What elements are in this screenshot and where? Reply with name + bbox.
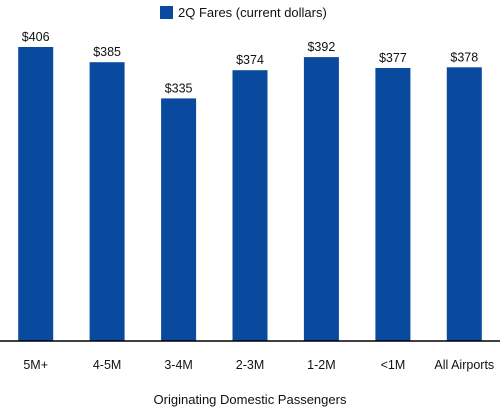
x-tick-label-6: All Airports (434, 358, 494, 372)
value-label-4: $392 (307, 40, 335, 54)
value-label-3: $374 (236, 53, 264, 67)
x-tick-label-3: 2-3M (236, 358, 264, 372)
value-label-0: $406 (22, 30, 50, 44)
bar-4 (303, 57, 339, 341)
x-tick-label-4: 1-2M (307, 358, 335, 372)
x-tick-labels-group: 5M+ 4-5M 3-4M 2-3M 1-2M <1M All Airports (23, 358, 494, 372)
x-tick-label-1: 4-5M (93, 358, 121, 372)
bar-0 (18, 47, 54, 341)
bar-5 (375, 68, 411, 341)
value-labels-group: $406 $385 $335 $374 $392 $377 $378 (22, 30, 478, 95)
value-label-6: $378 (450, 50, 478, 64)
bar-6 (446, 67, 482, 342)
value-label-1: $385 (93, 45, 121, 59)
value-label-5: $377 (379, 51, 407, 65)
x-axis-title: Originating Domestic Passengers (154, 392, 347, 407)
legend-label: 2Q Fares (current dollars) (178, 5, 327, 20)
value-label-2: $335 (165, 81, 193, 95)
bars-group (18, 47, 482, 342)
legend: 2Q Fares (current dollars) (160, 5, 327, 20)
x-tick-label-5: <1M (381, 358, 406, 372)
x-tick-label-2: 3-4M (164, 358, 192, 372)
x-tick-label-0: 5M+ (23, 358, 48, 372)
legend-swatch (160, 6, 173, 19)
bar-3 (232, 70, 268, 341)
bar-2 (161, 98, 197, 342)
bar-1 (89, 62, 125, 341)
